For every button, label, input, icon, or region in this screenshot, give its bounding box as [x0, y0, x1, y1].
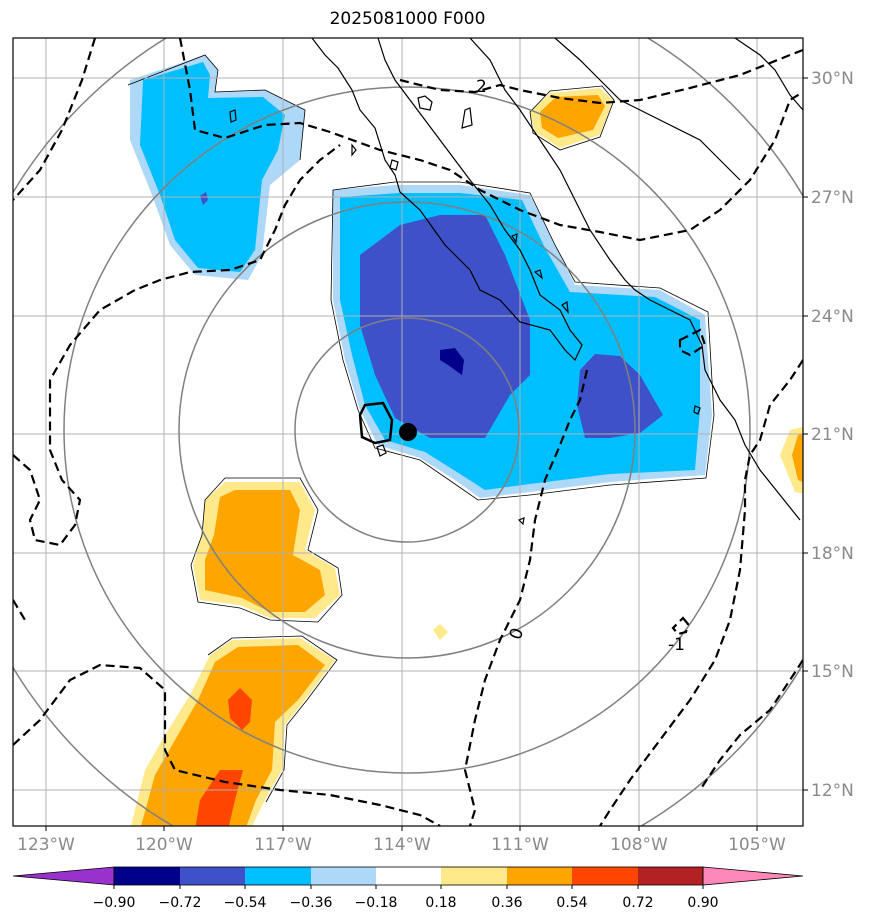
colorbar-segment-1: [114, 867, 180, 885]
map-frame: [12, 37, 804, 827]
lat-label-27n: 27°N: [811, 188, 854, 208]
colorbar-tick-label: 0.18: [425, 895, 456, 911]
positive-anomaly-south-core-1: [228, 688, 252, 730]
dashed-contours: [13, 38, 803, 826]
lon-label-117w: 117°W: [254, 835, 312, 855]
coastline: [229, 38, 803, 526]
colorbar-segment-7: [507, 867, 572, 885]
colorbar-segment-9: [638, 867, 703, 885]
negative-anomaly-nw: [140, 62, 285, 272]
positive-anomaly-sw: [205, 490, 325, 612]
colorbar-tick-label: 0.36: [491, 895, 522, 911]
lon-label-114w: 114°W: [373, 835, 431, 855]
colorbar-segment-6: [441, 867, 507, 885]
colorbar-tick-label: −0.36: [290, 895, 333, 911]
positive-anomaly-south-core-2: [195, 770, 243, 826]
colorbar-segment-8: [572, 867, 638, 885]
colorbar-segment-2: [180, 867, 245, 885]
lat-label-24n: 24°N: [811, 307, 854, 327]
colorbar-tick-label: −0.18: [355, 895, 398, 911]
lon-label-111w: 111°W: [491, 835, 549, 855]
storm-center-marker: [399, 423, 417, 441]
colorbar-tick-label: −0.72: [159, 895, 202, 911]
lat-label-21n: 21°N: [811, 425, 854, 445]
lon-label-123w: 123°W: [17, 835, 75, 855]
colorbar-tick-label: 0.90: [687, 895, 718, 911]
positive-anomaly-small: [433, 624, 448, 640]
colorbar-tick-label: 0.72: [622, 895, 653, 911]
negative-anomaly-small: [200, 192, 208, 205]
colorbar-tick-label: 0.54: [556, 895, 587, 911]
lat-label-18n: 18°N: [811, 544, 854, 564]
lon-label-120w: 120°W: [135, 835, 193, 855]
range-rings: [13, 38, 803, 826]
axis-ticks: [45, 77, 808, 831]
positive-anomaly-ne: [540, 95, 605, 138]
lon-label-108w: 108°W: [610, 835, 668, 855]
colorbar-segment-4: [311, 867, 376, 885]
colorbar-segment-10: [702, 866, 804, 886]
negative-anomaly-east-core: [577, 354, 663, 438]
colorbar-segment-0: [12, 866, 115, 886]
lon-label-105w: 105°W: [728, 835, 786, 855]
positive-anomaly-south: [141, 645, 325, 826]
map-title: 2025081000 F000: [329, 9, 486, 29]
lat-label-15n: 15°N: [811, 662, 854, 682]
positive-anomaly-east: [792, 433, 803, 483]
colorbar: −0.90 −0.72 −0.54 −0.36 −0.18 0.18 0.36 …: [12, 866, 804, 911]
colorbar-tick-label: −0.54: [224, 895, 267, 911]
contour-label-2: 2: [476, 77, 487, 97]
colorbar-tick-label: −0.90: [93, 895, 136, 911]
contour-label-minus-1: -1: [668, 635, 685, 655]
lat-label-12n: 12°N: [811, 781, 854, 801]
colorbar-segment-3: [245, 867, 311, 885]
lat-label-30n: 30°N: [811, 69, 854, 89]
negative-anomaly-peak: [440, 348, 464, 375]
solid-contour-center: [358, 401, 394, 445]
colorbar-segment-5: [376, 867, 441, 885]
